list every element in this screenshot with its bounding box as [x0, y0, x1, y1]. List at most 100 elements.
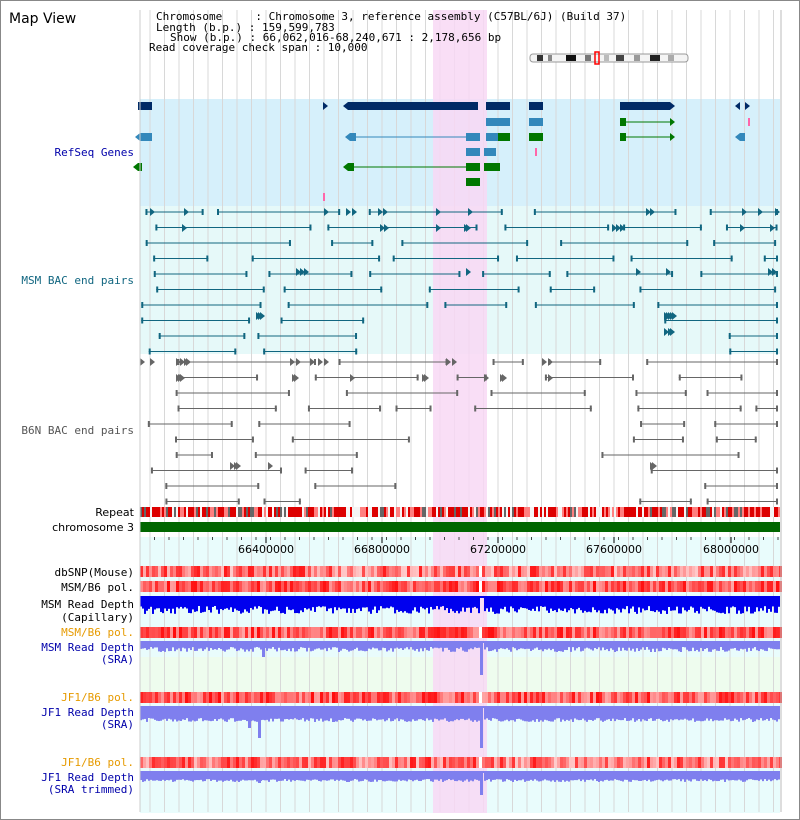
msm-bac-pair[interactable]: [428, 286, 520, 293]
bac-end-marker[interactable]: [424, 374, 429, 382]
bac-end-marker[interactable]: [380, 224, 385, 232]
bac-end-marker[interactable]: [176, 358, 181, 366]
bac-end-marker[interactable]: [180, 358, 185, 366]
msm-bac-pair[interactable]: [700, 271, 778, 277]
msm-b6-pol-label[interactable]: MSM/B6 pol.: [61, 581, 134, 594]
b6n-bac-pair[interactable]: [150, 467, 282, 474]
dbsnp-label[interactable]: dbSNP(Mouse): [55, 566, 134, 579]
msm-bac-pair[interactable]: [504, 224, 610, 231]
refseq-gene-block[interactable]: [466, 163, 480, 171]
msm-bac-pair[interactable]: [155, 224, 312, 231]
msm-bac-pair[interactable]: [217, 209, 341, 215]
b6n-bac-pair[interactable]: [639, 498, 692, 505]
gene-strand-arrow[interactable]: [735, 102, 740, 110]
msm-bac-pair[interactable]: [148, 348, 237, 355]
bac-end-marker[interactable]: [740, 224, 745, 232]
gene-strand-arrow[interactable]: [343, 102, 348, 110]
b6n-bac-pair[interactable]: [291, 436, 410, 443]
msm-bac-pair[interactable]: [145, 240, 291, 246]
chromosome-ideogram[interactable]: [529, 51, 689, 65]
bac-end-marker[interactable]: [616, 224, 621, 232]
bac-end-marker[interactable]: [260, 312, 265, 320]
msm-bac-pair[interactable]: [158, 333, 246, 339]
chromosome-bar[interactable]: [140, 522, 780, 532]
msm-bac-pair[interactable]: [639, 286, 777, 293]
refseq-gene[interactable]: [343, 163, 466, 171]
refseq-gene-block[interactable]: [484, 163, 500, 171]
msm-bac-pair[interactable]: [268, 271, 353, 277]
refseq-gene-block[interactable]: [466, 102, 478, 110]
refseq-gene-block[interactable]: [323, 193, 325, 201]
dbsnp-strip[interactable]: [140, 566, 782, 577]
b6n-bac-pair[interactable]: [165, 483, 260, 489]
refseq-gene-block[interactable]: [620, 102, 670, 110]
bac-end-marker[interactable]: [646, 208, 651, 216]
b6n-bac-pair[interactable]: [304, 467, 354, 474]
msm-bac-pair[interactable]: [331, 240, 374, 246]
bac-end-marker[interactable]: [324, 208, 329, 216]
bac-end-marker[interactable]: [318, 358, 323, 366]
b6n-bac-pair[interactable]: [640, 421, 686, 427]
jf1-depth-sra-label[interactable]: JF1 Read Depth: [41, 706, 134, 719]
bac-end-marker[interactable]: [772, 268, 777, 276]
bac-end-marker[interactable]: [768, 268, 773, 276]
gene-strand-arrow[interactable]: [323, 102, 328, 110]
msm-bac-pair[interactable]: [763, 255, 778, 262]
b6n-bac-pair[interactable]: [755, 405, 778, 412]
b6n-bac-pair[interactable]: [258, 421, 351, 427]
b6n-bac-pair[interactable]: [147, 421, 233, 427]
bac-end-marker[interactable]: [446, 358, 451, 366]
b6n-bac-pair[interactable]: [395, 405, 432, 412]
msm-bac-pair[interactable]: [482, 271, 551, 277]
bac-end-marker[interactable]: [468, 208, 473, 216]
bac-end-marker[interactable]: [770, 224, 775, 232]
bac-end-marker[interactable]: [378, 208, 383, 216]
bac-end-marker[interactable]: [346, 208, 351, 216]
b6n-bac-pair[interactable]: [601, 452, 740, 458]
refseq-gene-block[interactable]: [466, 133, 480, 141]
msm-bac-pair[interactable]: [153, 271, 248, 277]
bac-end-marker[interactable]: [230, 462, 235, 470]
b6n-bac-pair[interactable]: [474, 405, 592, 412]
msm-bac-pair[interactable]: [251, 255, 381, 262]
bac-end-marker[interactable]: [310, 358, 315, 366]
bac-end-marker[interactable]: [296, 268, 301, 276]
b6n-bac-pair[interactable]: [314, 483, 397, 489]
msm-bac-pair[interactable]: [257, 333, 358, 339]
msm-bac-pair[interactable]: [657, 302, 778, 308]
msm-bac-pair[interactable]: [664, 317, 778, 324]
msm-bac-pair[interactable]: [283, 286, 383, 293]
bac-end-marker[interactable]: [436, 208, 441, 216]
bac-end-marker[interactable]: [636, 268, 641, 276]
bac-end-marker[interactable]: [742, 208, 747, 216]
refseq-gene-block[interactable]: [748, 118, 750, 126]
b6n-bac-pair[interactable]: [632, 436, 684, 443]
refseq-gene-block[interactable]: [348, 102, 466, 110]
msm-bac-pair[interactable]: [156, 286, 265, 293]
b6n-bac-pair[interactable]: [177, 405, 277, 412]
msm-bac-label[interactable]: MSM BAC end pairs: [21, 274, 134, 287]
b6n-bac-pair[interactable]: [263, 498, 301, 505]
b6n-bac-pair[interactable]: [706, 498, 778, 505]
b6n-bac-pair[interactable]: [715, 436, 757, 443]
msm-bac-pair[interactable]: [515, 255, 615, 262]
msm-bac-pair[interactable]: [630, 255, 733, 262]
b6n-bac-pair[interactable]: [714, 421, 778, 427]
msm-bac-pair[interactable]: [153, 255, 209, 262]
b6n-bac-pair[interactable]: [646, 359, 778, 365]
refseq-gene-block[interactable]: [529, 133, 543, 141]
refseq-gene-block[interactable]: [529, 118, 543, 126]
bac-end-marker[interactable]: [180, 374, 185, 382]
refseq-gene[interactable]: [135, 133, 152, 141]
msm-bac-pair[interactable]: [141, 317, 251, 324]
msm-b6-pol-strip[interactable]: [140, 581, 782, 592]
bac-end-marker[interactable]: [290, 358, 295, 366]
msm-bac-pair[interactable]: [392, 255, 500, 262]
jf1-depth-sra-bars[interactable]: [140, 706, 780, 748]
b6n-bac-pair[interactable]: [314, 374, 419, 381]
bac-end-marker[interactable]: [150, 208, 155, 216]
bac-end-marker[interactable]: [672, 312, 677, 320]
msm-bac-pair[interactable]: [145, 209, 204, 215]
bac-end-marker[interactable]: [182, 224, 187, 232]
b6n-bac-pair[interactable]: [345, 390, 459, 396]
